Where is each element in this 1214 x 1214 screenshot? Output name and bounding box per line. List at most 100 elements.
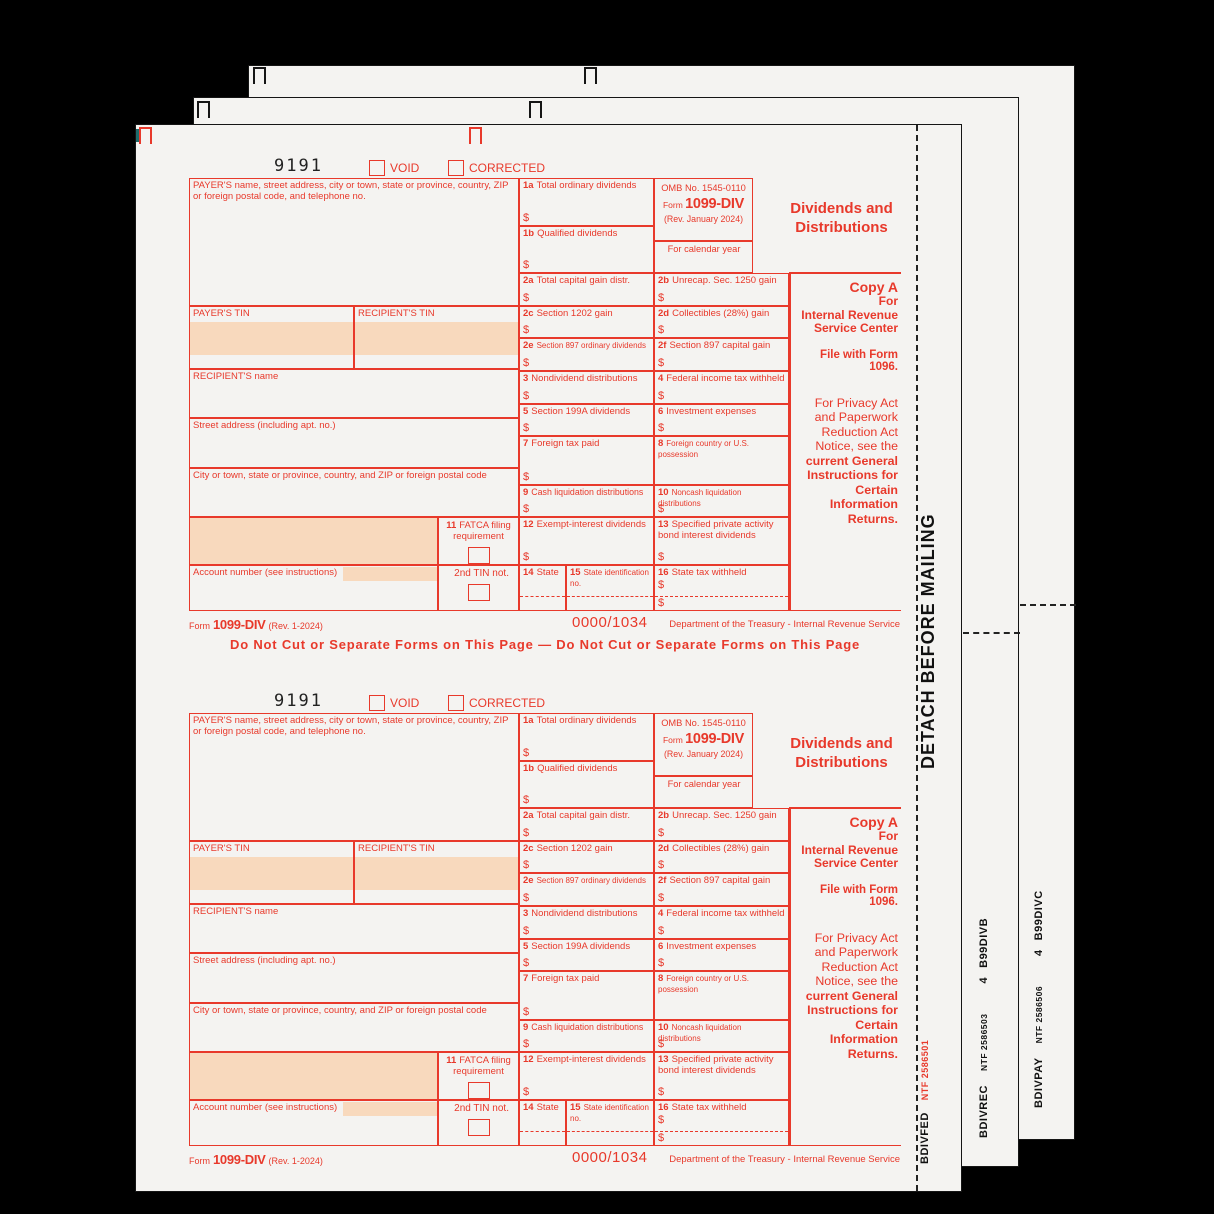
fatca-checkbox[interactable] <box>467 1082 490 1099</box>
box-9-label: 9 Cash liquidation distributions <box>520 1021 653 1034</box>
form-title-line2: Distributions <box>795 754 888 771</box>
box-15: 15 State identification no. <box>566 1100 654 1146</box>
dollar-sign: $ <box>523 892 530 904</box>
box-2d-label: 2d Collectibles (28%) gain <box>655 842 788 855</box>
recipient-name-label: RECIPIENT'S name <box>193 906 279 917</box>
form-word: Form <box>662 200 683 210</box>
box-1a-text: Total ordinary dividends <box>536 180 637 191</box>
recipient-tin-field[interactable] <box>355 857 518 890</box>
entry-rule <box>567 1131 653 1132</box>
box-14-text: State <box>536 1102 559 1113</box>
box-13-label: 13 Specified private activity bond intere… <box>655 1053 788 1076</box>
box-2d-label: 2d Collectibles (28%) gain <box>655 307 788 320</box>
second-tin-label: 2nd TIN not. <box>454 568 509 579</box>
city-state-zip-box[interactable]: City or town, state or province, country… <box>189 468 519 517</box>
dollar-sign: $ <box>523 1006 530 1018</box>
form-footer: Form 1099-DIV (Rev. 1-2024) 0000/1034 Depa… <box>189 1149 901 1167</box>
box-8-text: Foreign country or U.S. possession <box>658 974 749 994</box>
street-address-box[interactable]: Street address (including apt. no.) <box>189 953 519 1003</box>
registration-mark <box>469 127 482 144</box>
dollar-sign: $ <box>523 212 530 224</box>
sheet-2-part-id: B99DIVB <box>978 917 990 968</box>
account-number-field[interactable] <box>343 567 437 581</box>
account-number-field[interactable] <box>343 1102 437 1116</box>
box-12-number: 12 <box>523 1054 534 1065</box>
box-2c: 2c Section 1202 gain $ <box>519 841 654 873</box>
account-number-box: Account number (see instructions) <box>189 565 438 611</box>
box-10-label: 10 Noncash liquidation distributions <box>655 486 788 509</box>
copy-irs-line1: Internal Revenue <box>801 307 898 322</box>
dollar-sign: $ <box>658 357 665 369</box>
second-tin-checkbox[interactable] <box>467 1119 490 1137</box>
street-address-box[interactable]: Street address (including apt. no.) <box>189 418 519 468</box>
file-with-1096: File with Form 1096. <box>820 348 898 373</box>
void-checkbox[interactable] <box>369 160 385 176</box>
void-checkbox[interactable] <box>369 695 385 711</box>
sheet-1-code: BDIVFED <box>919 1112 931 1164</box>
form-title-line2: Distributions <box>795 219 888 236</box>
revision-date: (Rev. January 2024) <box>663 214 744 224</box>
city-state-zip-box[interactable]: City or town, state or province, country… <box>189 1003 519 1052</box>
calendar-year-box[interactable]: For calendar year <box>654 776 753 808</box>
box-2e-number: 2e <box>523 875 534 886</box>
sheet-1-edge-codes: BDIVFED NTF 2586501 <box>919 1029 931 1164</box>
omb-number: OMB No. 1545-0110 <box>661 718 746 728</box>
footer-revision: (Rev. 1-2024) <box>268 1156 323 1166</box>
dollar-sign: $ <box>658 292 665 304</box>
dollar-sign: $ <box>658 1086 665 1098</box>
copy-irs-line1: Internal Revenue <box>801 842 898 857</box>
corrected-checkbox[interactable] <box>448 695 464 711</box>
box-11-label: 11 FATCA filing requirement <box>439 1053 518 1077</box>
fatca-checkbox[interactable] <box>467 547 490 564</box>
payer-name-address-label: PAYER'S name, street address, city or to… <box>193 715 509 737</box>
box-1a-label: 1a Total ordinary dividends <box>520 714 653 727</box>
box-7-label: 7 Foreign tax paid <box>520 437 653 450</box>
entry-rule <box>567 596 653 597</box>
box-4: 4 Federal income tax withheld $ <box>654 371 789 404</box>
sheet-3-part-id: B99DIVC <box>1033 890 1045 941</box>
box-7: 7 Foreign tax paid $ <box>519 971 654 1020</box>
footer-form-word: Form <box>189 1156 210 1166</box>
box-2f-number: 2f <box>658 875 667 886</box>
second-tin-box: 2nd TIN not. <box>438 565 519 611</box>
print-control-code: 9191 <box>274 156 323 176</box>
footer-form-number: 1099-DIV <box>213 617 266 632</box>
box-16-label: 16 State tax withheld <box>655 566 788 579</box>
box-2b: 2b Unrecap. Sec. 1250 gain $ <box>654 273 789 306</box>
recipient-name-box[interactable]: RECIPIENT'S name <box>189 369 519 418</box>
payer-tin-field[interactable] <box>190 322 353 355</box>
box-4-label: 4 Federal income tax withheld <box>655 372 788 385</box>
corrected-label: CORRECTED <box>469 161 546 175</box>
box-12-text: Exempt-interest dividends <box>536 519 646 530</box>
box-1b-number: 1b <box>523 228 535 239</box>
table-bottom-rule <box>789 610 901 611</box>
box-7-number: 7 <box>523 973 529 984</box>
box-2a-text: Total capital gain distr. <box>536 810 631 821</box>
box-14-number: 14 <box>523 567 534 578</box>
calendar-year-box[interactable]: For calendar year <box>654 241 753 273</box>
form-1099-div-copy-a: 9191 VOID CORRECTED PAYER'S name, street… <box>189 156 901 660</box>
box-2f-text: Section 897 capital gain <box>669 340 771 351</box>
dollar-sign: $ <box>523 859 530 871</box>
payer-tin-field[interactable] <box>190 857 353 890</box>
corrected-checkbox[interactable] <box>448 160 464 176</box>
recipient-name-box[interactable]: RECIPIENT'S name <box>189 904 519 953</box>
footer-form-id: Form 1099-DIV (Rev. 1-2024) <box>189 617 323 632</box>
account-number-box: Account number (see instructions) <box>189 1100 438 1146</box>
box-10-text: Noncash liquidation distributions <box>658 1023 742 1043</box>
box-13-number: 13 <box>658 519 669 530</box>
box-1b-number: 1b <box>523 763 535 774</box>
box-13-text: Specified private activity bond interest… <box>658 519 774 541</box>
box-2a-number: 2a <box>523 810 534 821</box>
box-2e-label: 2e Section 897 ordinary dividends <box>520 339 653 352</box>
perforation-line <box>963 632 1020 634</box>
recipient-tin-field[interactable] <box>355 322 518 355</box>
dollar-sign: $ <box>658 827 665 839</box>
print-control-code: 9191 <box>274 691 323 711</box>
payer-name-address-box[interactable]: PAYER'S name, street address, city or to… <box>189 713 519 841</box>
recipient-name-label: RECIPIENT'S name <box>193 371 279 382</box>
recipient-tin-box: RECIPIENT'S TIN <box>354 841 519 904</box>
payer-name-address-box[interactable]: PAYER'S name, street address, city or to… <box>189 178 519 306</box>
second-tin-checkbox[interactable] <box>467 584 490 602</box>
perforation-line <box>1020 604 1076 606</box>
